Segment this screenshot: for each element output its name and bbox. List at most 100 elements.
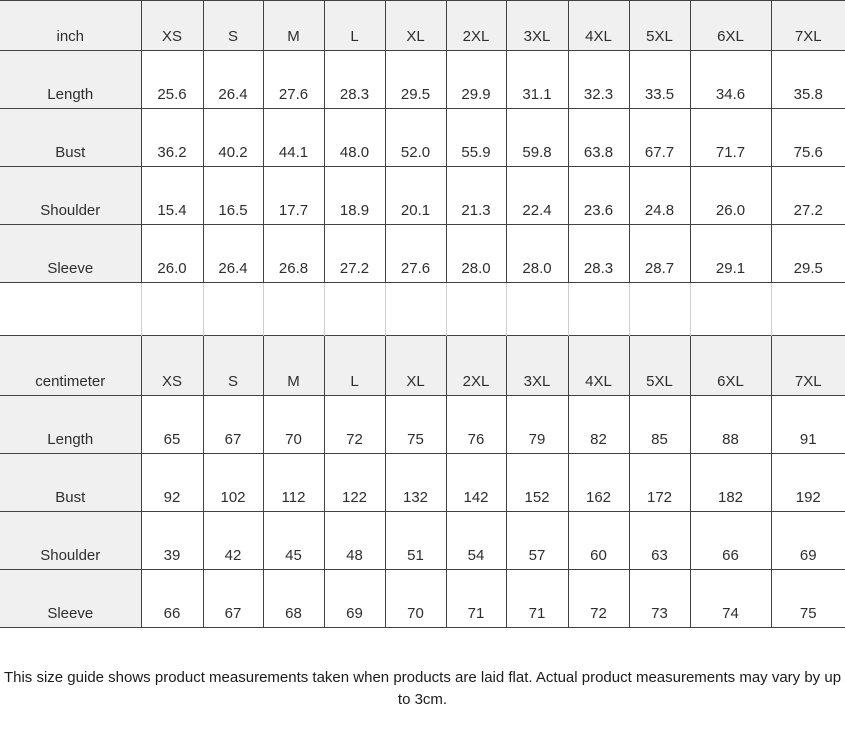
measurement-row: Length 65 67 70 72 75 76 79 82 85 88 91 [0, 395, 845, 454]
size-header-cell: 7XL [771, 0, 845, 51]
measure-value-cell: 72 [568, 569, 630, 628]
unit-label-cell: inch [0, 0, 142, 51]
measure-value-cell: 23.6 [568, 166, 630, 225]
measure-value-cell: 18.9 [324, 166, 386, 225]
measure-value-cell: 192 [771, 453, 845, 512]
measure-value-cell: 25.6 [141, 50, 204, 109]
size-header-cell: 2XL [446, 0, 507, 51]
measure-value-cell: 28.0 [446, 224, 507, 283]
gap-cell [629, 282, 691, 336]
measure-value-cell: 48.0 [324, 108, 386, 167]
measure-value-cell: 75 [385, 395, 447, 454]
measure-value-cell: 71 [506, 569, 569, 628]
size-header-cell: XL [385, 335, 447, 396]
size-header-cell: 3XL [506, 335, 569, 396]
unit-label-cell: centimeter [0, 335, 142, 396]
measure-label-cell: Length [0, 50, 142, 109]
measure-value-cell: 122 [324, 453, 386, 512]
measure-value-cell: 68 [263, 569, 325, 628]
measure-value-cell: 26.4 [203, 50, 264, 109]
header-row-inch: inch XS S M L XL 2XL 3XL 4XL 5XL 6XL 7XL [0, 0, 845, 51]
size-header-cell: L [324, 0, 386, 51]
measure-value-cell: 59.8 [506, 108, 569, 167]
gap-cell [0, 282, 142, 336]
size-header-cell: 7XL [771, 335, 845, 396]
measurement-row: Length 25.6 26.4 27.6 28.3 29.5 29.9 31.1 32.3 33… [0, 50, 845, 109]
measure-value-cell: 22.4 [506, 166, 569, 225]
measure-label-cell: Sleeve [0, 569, 142, 628]
measure-value-cell: 69 [771, 511, 845, 570]
measure-value-cell: 28.3 [568, 224, 630, 283]
measure-value-cell: 76 [446, 395, 507, 454]
measure-value-cell: 54 [446, 511, 507, 570]
size-header-cell: L [324, 335, 386, 396]
measure-value-cell: 24.8 [629, 166, 691, 225]
measure-value-cell: 60 [568, 511, 630, 570]
measure-value-cell: 26.0 [690, 166, 772, 225]
measure-value-cell: 67 [203, 395, 264, 454]
measure-value-cell: 73 [629, 569, 691, 628]
measure-value-cell: 34.6 [690, 50, 772, 109]
measurement-row: Shoulder 39 42 45 48 51 54 57 60 63 66 69 [0, 511, 845, 570]
measure-value-cell: 42 [203, 511, 264, 570]
gap-cell [690, 282, 772, 336]
measure-value-cell: 44.1 [263, 108, 325, 167]
size-header-cell: XL [385, 0, 447, 51]
gap-cell [446, 282, 507, 336]
measure-value-cell: 182 [690, 453, 772, 512]
measure-value-cell: 67.7 [629, 108, 691, 167]
gap-cell [324, 282, 386, 336]
measure-value-cell: 40.2 [203, 108, 264, 167]
measure-value-cell: 162 [568, 453, 630, 512]
measure-value-cell: 16.5 [203, 166, 264, 225]
measure-value-cell: 26.8 [263, 224, 325, 283]
measure-value-cell: 75.6 [771, 108, 845, 167]
measure-value-cell: 82 [568, 395, 630, 454]
measure-value-cell: 27.6 [263, 50, 325, 109]
measure-value-cell: 28.0 [506, 224, 569, 283]
gap-cell [141, 282, 204, 336]
measure-value-cell: 39 [141, 511, 204, 570]
size-header-cell: 5XL [629, 335, 691, 396]
measurement-row: Bust 92 102 112 122 132 142 152 162 172 182 192 [0, 453, 845, 512]
size-guide-note: This size guide shows product measuremen… [3, 669, 842, 708]
size-header-cell: 2XL [446, 335, 507, 396]
gap-cell [506, 282, 569, 336]
measure-label-cell: Shoulder [0, 511, 142, 570]
header-row-centimeter: centimeter XS S M L XL 2XL 3XL 4XL 5XL 6XL 7XL [0, 335, 845, 396]
measure-value-cell: 27.2 [324, 224, 386, 283]
measure-value-cell: 71.7 [690, 108, 772, 167]
measure-value-cell: 79 [506, 395, 569, 454]
measure-value-cell: 142 [446, 453, 507, 512]
measurement-row: Sleeve 66 67 68 69 70 71 71 72 73 74 75 [0, 569, 845, 628]
measure-value-cell: 32.3 [568, 50, 630, 109]
measure-value-cell: 71 [446, 569, 507, 628]
measure-value-cell: 74 [690, 569, 772, 628]
measure-value-cell: 26.0 [141, 224, 204, 283]
gap-cell [385, 282, 447, 336]
measure-value-cell: 72 [324, 395, 386, 454]
measure-value-cell: 28.3 [324, 50, 386, 109]
measure-value-cell: 28.7 [629, 224, 691, 283]
measure-value-cell: 36.2 [141, 108, 204, 167]
size-header-cell: XS [141, 0, 204, 51]
measure-value-cell: 69 [324, 569, 386, 628]
measure-value-cell: 63.8 [568, 108, 630, 167]
measurement-row: Shoulder 15.4 16.5 17.7 18.9 20.1 21.3 22.4 23.6… [0, 166, 845, 225]
measure-value-cell: 55.9 [446, 108, 507, 167]
measure-value-cell: 29.1 [690, 224, 772, 283]
measure-value-cell: 21.3 [446, 166, 507, 225]
measure-value-cell: 70 [263, 395, 325, 454]
measure-value-cell: 63 [629, 511, 691, 570]
measure-value-cell: 66 [141, 569, 204, 628]
measure-value-cell: 29.9 [446, 50, 507, 109]
size-header-cell: M [263, 0, 325, 51]
measurement-row: Bust 36.2 40.2 44.1 48.0 52.0 55.9 59.8 63.8 67.7… [0, 108, 845, 167]
size-guide-table: inch XS S M L XL 2XL 3XL 4XL 5XL 6XL 7XL Length 25.6 2… [0, 0, 845, 628]
size-guide-table-body: inch XS S M L XL 2XL 3XL 4XL 5XL 6XL 7XL Length 25.6 2… [0, 0, 845, 628]
measure-value-cell: 33.5 [629, 50, 691, 109]
table-gap-row [0, 282, 845, 336]
gap-cell [568, 282, 630, 336]
measure-value-cell: 15.4 [141, 166, 204, 225]
measurement-row: Sleeve 26.0 26.4 26.8 27.2 27.6 28.0 28.0 28.3 28… [0, 224, 845, 283]
